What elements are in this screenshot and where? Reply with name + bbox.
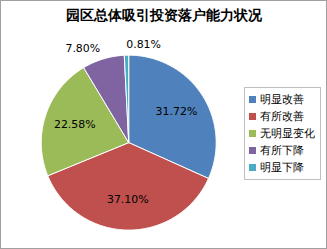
svg-text:37.10%: 37.10% — [107, 193, 149, 206]
html-text:明显下降: 明显下降 — [260, 161, 304, 174]
html-text:明显改善: 明显改善 — [260, 93, 304, 106]
html-text:无明显变化: 无明显变化 — [260, 127, 315, 140]
svg-text:0.81%: 0.81% — [126, 38, 161, 51]
html-text:有所改善: 有所改善 — [260, 110, 304, 123]
svg-text:22.58%: 22.58% — [54, 118, 96, 131]
svg-text:7.80%: 7.80% — [65, 42, 100, 55]
html-text:有所下降: 有所下降 — [260, 144, 304, 157]
html-text:园区总体吸引投资落户能力状况: 园区总体吸引投资落户能力状况 — [65, 7, 262, 23]
svg-text:31.72%: 31.72% — [156, 105, 198, 118]
